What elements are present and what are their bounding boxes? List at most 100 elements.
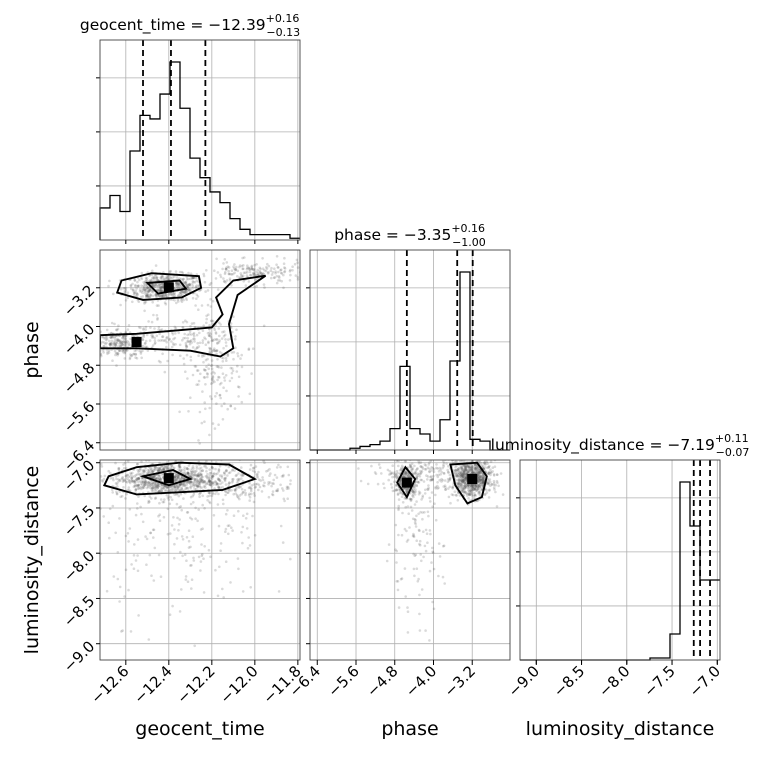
sample-point xyxy=(462,480,465,483)
sample-point xyxy=(479,475,483,479)
sample-point xyxy=(227,482,230,486)
sample-point xyxy=(280,271,283,275)
sample-point xyxy=(198,484,201,488)
sample-point xyxy=(427,484,430,487)
sample-point xyxy=(160,328,164,331)
sample-point xyxy=(150,497,153,500)
sample-point xyxy=(225,359,228,363)
sample-point xyxy=(156,279,160,282)
sample-point xyxy=(218,383,222,386)
sample-point xyxy=(169,269,172,273)
sample-point xyxy=(255,473,258,476)
sample-point xyxy=(394,548,397,551)
sample-point xyxy=(219,486,223,490)
sample-point xyxy=(208,324,211,327)
sample-point xyxy=(428,467,432,471)
sample-point xyxy=(478,494,482,497)
sample-point xyxy=(426,487,429,491)
sample-point xyxy=(400,533,404,537)
sample-point xyxy=(480,471,484,475)
sample-point xyxy=(143,281,147,284)
sample-point xyxy=(423,492,427,495)
sample-point xyxy=(493,488,496,491)
sample-point xyxy=(424,549,428,553)
sample-point xyxy=(189,277,192,281)
sample-point xyxy=(240,477,243,480)
sample-point xyxy=(236,495,239,498)
sample-point xyxy=(182,362,186,366)
sample-point xyxy=(87,345,90,348)
sample-point xyxy=(431,600,434,604)
sample-point xyxy=(161,285,164,289)
sample-point xyxy=(160,488,164,491)
sample-point xyxy=(469,489,473,493)
sample-point xyxy=(102,477,106,481)
sample-point xyxy=(214,492,217,496)
sample-point xyxy=(473,453,476,456)
sample-point xyxy=(479,456,482,459)
sample-point xyxy=(398,479,402,483)
sample-point xyxy=(200,478,204,481)
sample-point xyxy=(206,373,209,376)
sample-point xyxy=(459,485,462,488)
sample-point xyxy=(120,344,123,348)
sample-point xyxy=(429,500,432,503)
sample-point xyxy=(205,456,208,459)
sample-point xyxy=(428,569,432,573)
sample-point xyxy=(476,486,480,490)
sample-point xyxy=(198,341,202,345)
sample-point xyxy=(96,279,99,282)
sample-point xyxy=(123,342,127,346)
sample-point xyxy=(187,283,190,287)
sample-point xyxy=(201,481,205,485)
sample-point xyxy=(147,481,150,485)
sample-point xyxy=(245,512,249,516)
sample-point xyxy=(407,487,410,491)
sample-point xyxy=(468,469,472,472)
sample-point xyxy=(167,498,171,501)
sample-point xyxy=(476,485,479,489)
sample-point xyxy=(289,482,292,486)
sample-point xyxy=(459,479,463,483)
sample-point xyxy=(209,319,213,323)
sample-point xyxy=(466,469,469,473)
sample-point xyxy=(137,483,140,487)
sample-point xyxy=(457,483,461,487)
sample-point xyxy=(117,338,120,342)
sample-point xyxy=(210,485,213,488)
sample-point xyxy=(168,337,172,341)
sample-point xyxy=(123,461,127,465)
sample-point xyxy=(102,351,105,354)
sample-point xyxy=(491,466,495,470)
sample-point xyxy=(156,469,160,472)
sample-point xyxy=(459,484,463,488)
y-tick-label: −9.0 xyxy=(60,637,98,675)
sample-point xyxy=(214,480,217,483)
sample-point xyxy=(417,512,420,516)
sample-point xyxy=(196,479,199,483)
sample-point xyxy=(462,472,466,476)
sample-point xyxy=(415,514,418,518)
sample-point xyxy=(460,468,464,472)
sample-point xyxy=(141,289,145,293)
sample-point xyxy=(283,256,286,260)
sample-point xyxy=(275,476,279,479)
sample-point xyxy=(143,470,146,474)
sample-point xyxy=(169,489,172,492)
sample-point xyxy=(405,540,409,543)
sample-point xyxy=(122,340,125,343)
sample-point xyxy=(434,493,437,497)
sample-point xyxy=(170,485,173,489)
sample-point xyxy=(465,479,468,483)
sample-point xyxy=(154,489,157,493)
sample-point xyxy=(404,505,408,509)
sample-point xyxy=(487,472,490,475)
sample-point xyxy=(173,486,177,489)
sample-point xyxy=(175,276,179,279)
sample-point xyxy=(475,483,478,487)
sample-point xyxy=(462,473,465,477)
sample-point xyxy=(170,340,173,343)
sample-point xyxy=(259,267,262,271)
sample-point xyxy=(182,336,185,340)
